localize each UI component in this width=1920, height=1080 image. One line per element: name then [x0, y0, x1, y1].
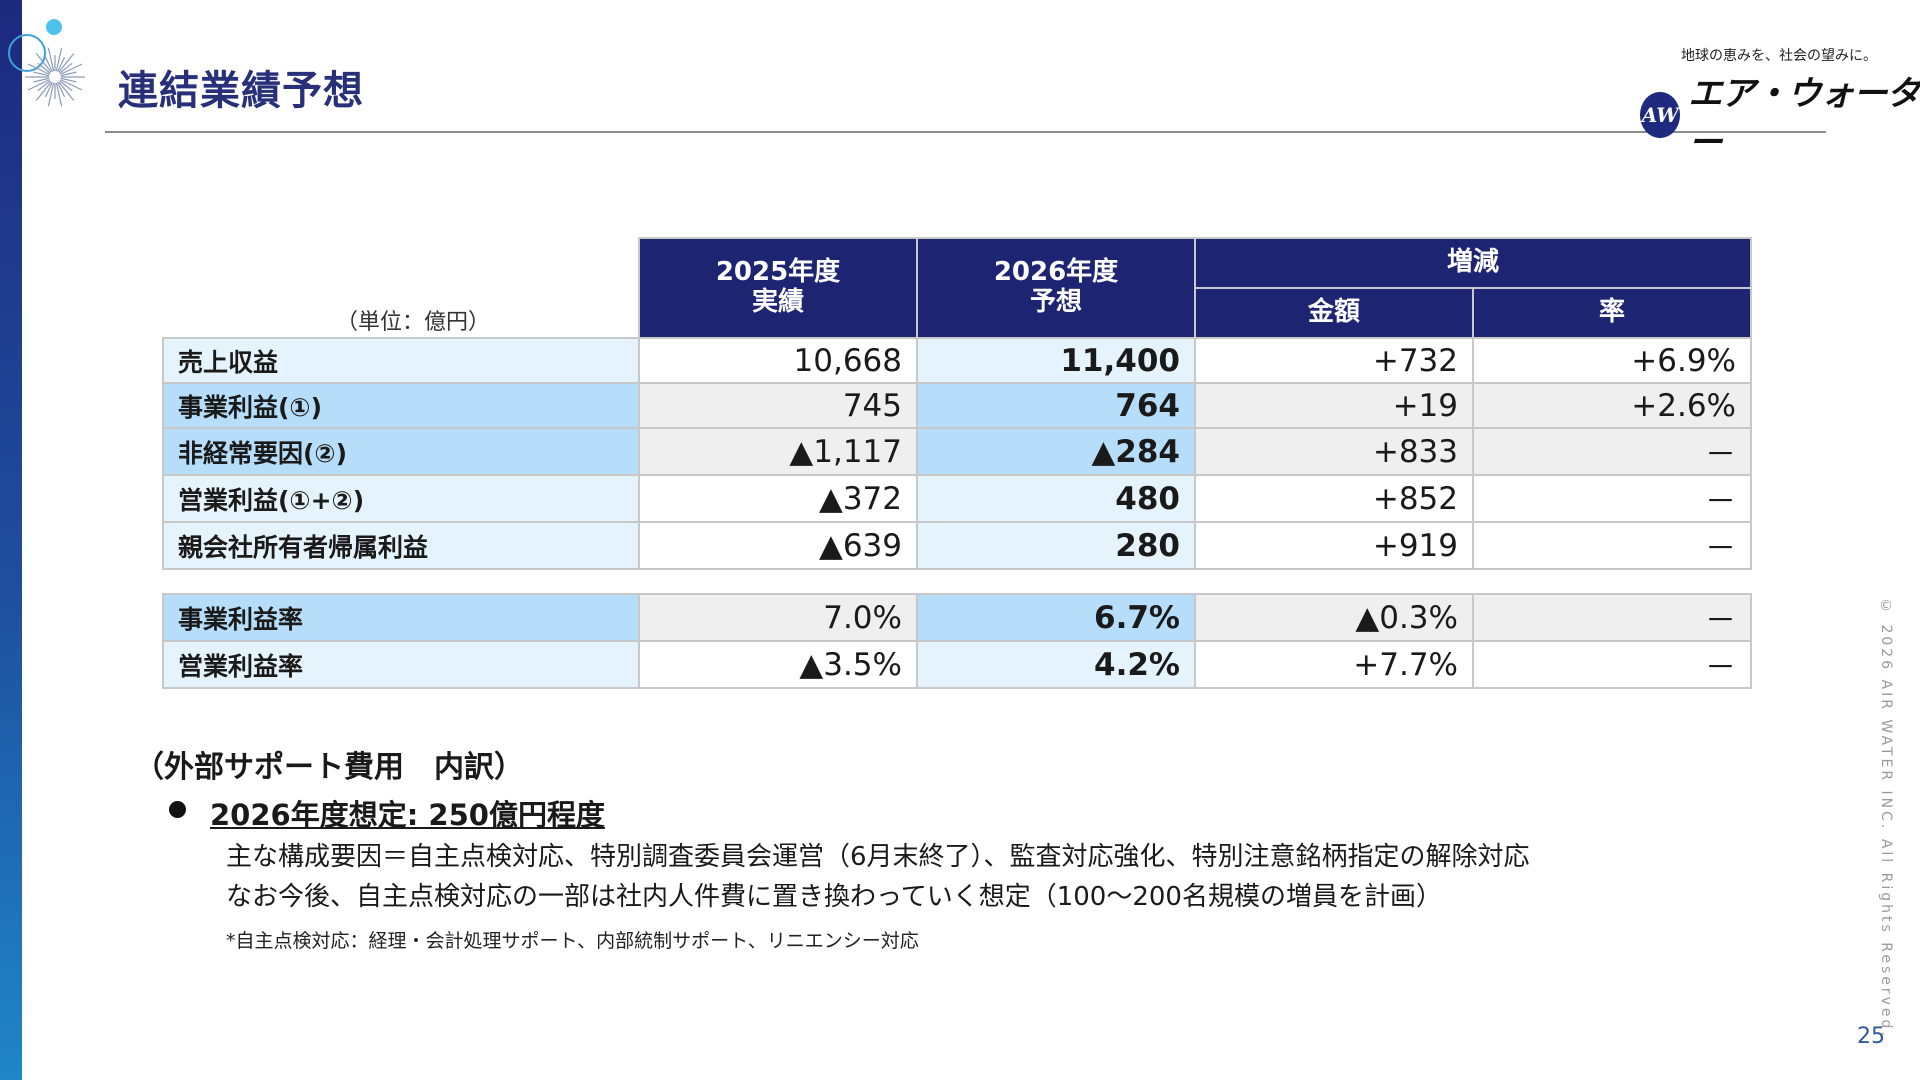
decorative-ring	[8, 34, 46, 72]
change-rate: －	[1472, 521, 1752, 570]
change-amount: +7.7%	[1194, 640, 1474, 689]
change-amount: ▲0.3%	[1194, 593, 1474, 642]
header-rate: 率	[1472, 287, 1752, 339]
value-2025: ▲1,117	[638, 427, 918, 476]
value-2025: 745	[638, 382, 918, 429]
row-label: 営業利益(①+②)	[162, 474, 640, 523]
row-label: 親会社所有者帰属利益	[162, 521, 640, 570]
table-row: 事業利益(①) 745 764 +19 +2.6%	[162, 382, 1752, 429]
table-row: 営業利益(①+②) ▲372 480 +852 －	[162, 474, 1752, 523]
header-2026-forecast: 2026年度 予想	[916, 237, 1196, 339]
change-amount: +852	[1194, 474, 1474, 523]
title-divider	[105, 131, 1826, 133]
forecast-table: 2025年度 実績 2026年度 予想 増減 金額 率 売上収益 10,668 …	[162, 237, 1752, 570]
ratio-table: 事業利益率 7.0% 6.7% ▲0.3% － 営業利益率 ▲3.5% 4.2%…	[162, 593, 1752, 689]
change-rate: +2.6%	[1472, 382, 1752, 429]
sparkle-icon	[25, 47, 85, 107]
page-number: 25	[1857, 1024, 1885, 1049]
change-rate: －	[1472, 474, 1752, 523]
company-tagline: 地球の恵みを、社会の望みに。	[1681, 48, 1877, 64]
change-amount: +919	[1194, 521, 1474, 570]
value-2025: ▲372	[638, 474, 918, 523]
company-logo: AW エア・ウォーター	[1640, 66, 1920, 164]
footnote: *自主点検対応：経理・会計処理サポート、内部統制サポート、リニエンシー対応	[226, 930, 919, 952]
value-2026: ▲284	[916, 427, 1196, 476]
value-2026: 280	[916, 521, 1196, 570]
change-rate: －	[1472, 640, 1752, 689]
value-2025: ▲3.5%	[638, 640, 918, 689]
logo-mark-icon: AW	[1640, 92, 1681, 138]
bullet-icon	[169, 801, 186, 818]
row-label: 事業利益(①)	[162, 382, 640, 429]
change-rate: －	[1472, 427, 1752, 476]
unit-label: （単位：億円）	[336, 310, 491, 335]
value-2026: 4.2%	[916, 640, 1196, 689]
note-line: なお今後、自主点検対応の一部は社内人件費に置き換わっていく想定（100～200名…	[226, 882, 1442, 912]
support-cost-heading: （外部サポート費用 内訳）	[134, 750, 524, 785]
table-row: 親会社所有者帰属利益 ▲639 280 +919 －	[162, 521, 1752, 570]
copyright-notice: © 2026 AIR WATER INC. All Rights Reserve…	[1878, 598, 1894, 1039]
change-rate: +6.9%	[1472, 337, 1752, 384]
value-2025: 10,668	[638, 337, 918, 384]
header-amount: 金額	[1194, 287, 1474, 339]
header-change: 増減	[1194, 237, 1752, 289]
value-2025: 7.0%	[638, 593, 918, 642]
value-2026: 6.7%	[916, 593, 1196, 642]
change-amount: +19	[1194, 382, 1474, 429]
header-2025-actual: 2025年度 実績	[638, 237, 918, 339]
change-amount: +732	[1194, 337, 1474, 384]
decorative-dot	[46, 19, 62, 35]
table-row: 非経常要因(②) ▲1,117 ▲284 +833 －	[162, 427, 1752, 476]
value-2025: ▲639	[638, 521, 918, 570]
note-line: 主な構成要因＝自主点検対応、特別調査委員会運営（6月末終了）、監査対応強化、特別…	[226, 842, 1530, 872]
table-row: 営業利益率 ▲3.5% 4.2% +7.7% －	[162, 640, 1752, 689]
value-2026: 480	[916, 474, 1196, 523]
page-title: 連結業績予想	[118, 68, 364, 114]
bullet-title: 2026年度想定: 250億円程度	[210, 798, 605, 832]
row-label: 売上収益	[162, 337, 640, 384]
side-accent-bar	[0, 0, 22, 1080]
row-label: 営業利益率	[162, 640, 640, 689]
row-label: 非経常要因(②)	[162, 427, 640, 476]
table-row: 売上収益 10,668 11,400 +732 +6.9%	[162, 337, 1752, 384]
value-2026: 764	[916, 382, 1196, 429]
table-row: 事業利益率 7.0% 6.7% ▲0.3% －	[162, 593, 1752, 642]
change-amount: +833	[1194, 427, 1474, 476]
logo-wordmark: エア・ウォーター	[1688, 74, 1920, 163]
value-2026: 11,400	[916, 337, 1196, 384]
row-label: 事業利益率	[162, 593, 640, 642]
change-rate: －	[1472, 593, 1752, 642]
